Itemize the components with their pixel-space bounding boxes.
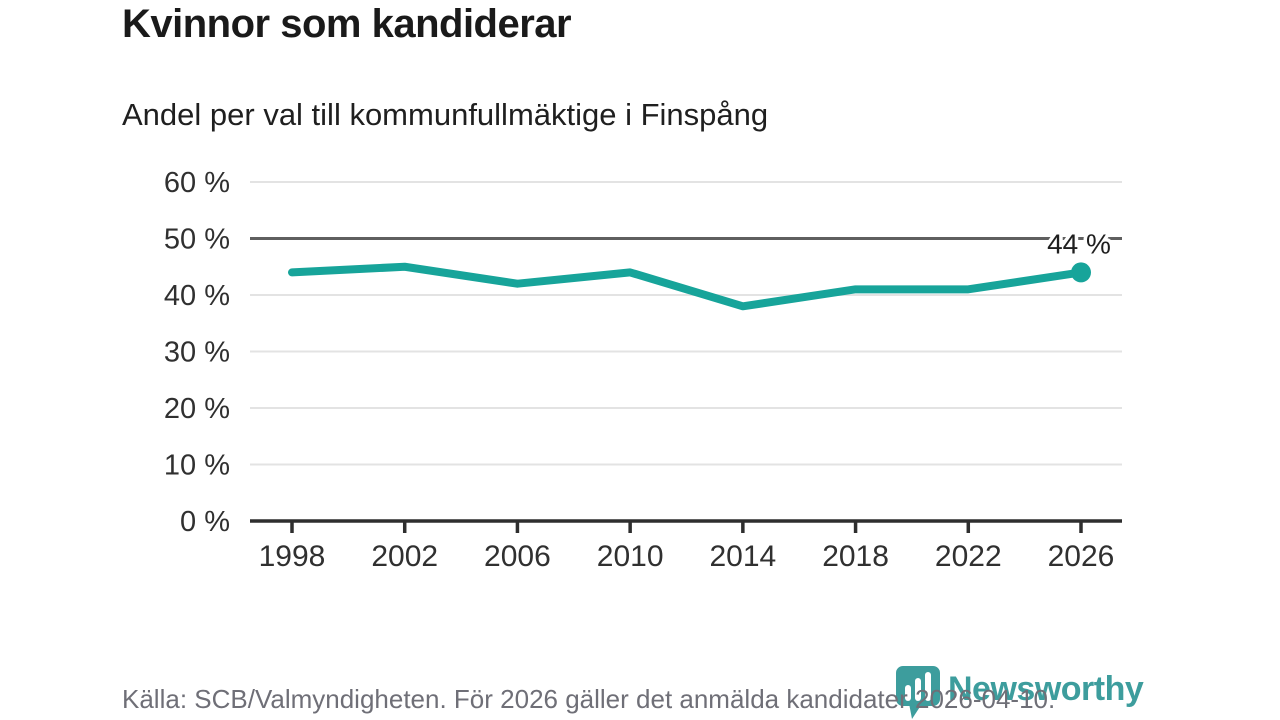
x-axis-tick-label: 2018 <box>822 540 889 573</box>
y-axis-tick-label: 50 % <box>164 224 230 256</box>
x-axis-tick-label: 2010 <box>597 540 664 573</box>
x-axis-tick-label: 2006 <box>484 540 551 573</box>
x-axis-tick-label: 2002 <box>371 540 438 573</box>
newsworthy-logo-text: Newsworthy <box>948 670 1144 708</box>
y-axis-tick-label: 0 % <box>180 506 230 538</box>
y-axis-tick-label: 30 % <box>164 337 230 369</box>
data-point-last <box>1071 262 1091 283</box>
y-axis-tick-label: 20 % <box>164 393 230 425</box>
source-text: Källa: SCB/Valmyndigheten. För 2026 gäll… <box>122 684 1056 714</box>
data-series-line <box>288 262 1085 311</box>
chart-title: Kvinnor som kandiderar <box>122 2 572 46</box>
y-axis-tick-label: 40 % <box>164 280 230 312</box>
x-axis-tick-label: 2014 <box>709 540 776 573</box>
newsworthy-logo: Newsworthy <box>896 666 1144 719</box>
y-axis-tick-label: 10 % <box>164 450 230 482</box>
x-axis-tick-label: 1998 <box>259 540 326 573</box>
newsworthy-bubble-chart-icon <box>896 666 940 719</box>
end-value-label: 44 % <box>1047 228 1111 259</box>
x-axis-tick-label: 2026 <box>1048 540 1115 573</box>
x-axis-tick-label: 2022 <box>935 540 1002 573</box>
y-axis-tick-label: 60 % <box>164 167 230 199</box>
chart-subtitle: Andel per val till kommunfullmäktige i F… <box>122 97 769 132</box>
